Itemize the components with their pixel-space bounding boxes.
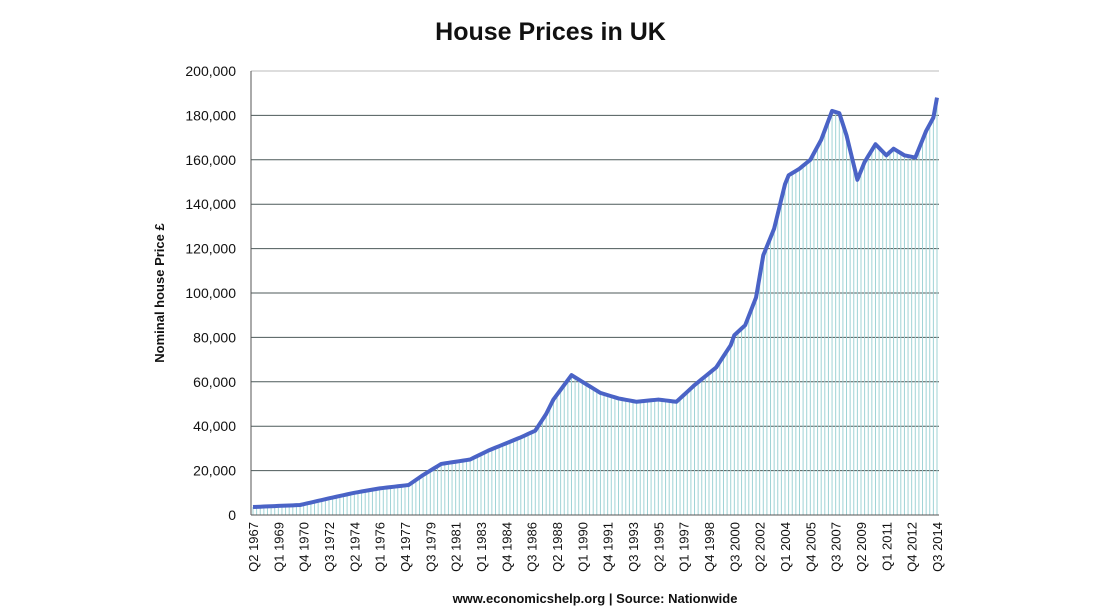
x-tick-label: Q1 1997 xyxy=(677,522,692,572)
source-footer: www.economicshelp.org | Source: Nationwi… xyxy=(452,591,738,606)
y-tick-label: 180,000 xyxy=(185,107,236,123)
x-tick-label: Q1 2011 xyxy=(879,522,894,571)
y-tick-label: 40,000 xyxy=(193,418,236,434)
x-tick-label: Q4 1991 xyxy=(601,522,616,572)
x-tick-label: Q3 2007 xyxy=(829,522,844,572)
x-tick-label: Q4 2005 xyxy=(803,522,818,572)
x-tick-label: Q2 2002 xyxy=(753,522,768,572)
x-tick-label: Q3 2000 xyxy=(727,522,742,572)
x-tick-label: Q3 1986 xyxy=(525,522,540,572)
price-line xyxy=(252,97,939,510)
chart-title: House Prices in UK xyxy=(435,18,666,46)
y-tick-label: 140,000 xyxy=(185,196,236,212)
x-tick-label: Q3 1993 xyxy=(626,522,641,572)
x-tick-label: Q2 1988 xyxy=(550,522,565,572)
y-tick-label: 20,000 xyxy=(193,463,236,479)
x-tick-label: Q1 1976 xyxy=(373,522,388,572)
x-tick-label: Q4 1970 xyxy=(297,522,312,572)
x-tick-label: Q1 1969 xyxy=(271,522,286,572)
x-tick-label: Q1 2004 xyxy=(778,522,793,572)
x-tick-label: Q2 1995 xyxy=(651,522,666,572)
y-tick-label: 100,000 xyxy=(185,285,236,301)
y-axis-label: Nominal house Price £ xyxy=(152,223,167,363)
y-tick-label: 200,000 xyxy=(185,63,236,79)
y-tick-label: 160,000 xyxy=(185,152,236,168)
x-tick-label: Q4 1984 xyxy=(499,522,514,572)
x-tick-label: Q4 2012 xyxy=(905,522,920,572)
x-tick-label: Q3 1972 xyxy=(322,522,337,572)
x-tick-label: Q3 2014 xyxy=(930,522,945,572)
x-tick-label: Q1 1990 xyxy=(575,522,590,572)
x-tick-label: Q2 2009 xyxy=(854,522,869,572)
x-tick-label: Q2 1981 xyxy=(449,522,464,572)
x-tick-label: Q2 1967 xyxy=(246,522,261,572)
x-tick-label: Q1 1983 xyxy=(474,522,489,572)
x-tick-label: Q4 1998 xyxy=(702,522,717,572)
y-tick-label: 80,000 xyxy=(193,329,236,345)
y-tick-label: 120,000 xyxy=(185,241,236,257)
y-tick-label: 60,000 xyxy=(193,374,236,390)
y-tick-label: 0 xyxy=(228,507,236,523)
x-tick-label: Q3 1979 xyxy=(423,522,438,572)
x-tick-label: Q2 1974 xyxy=(347,522,362,572)
x-tick-label: Q4 1977 xyxy=(398,522,413,572)
